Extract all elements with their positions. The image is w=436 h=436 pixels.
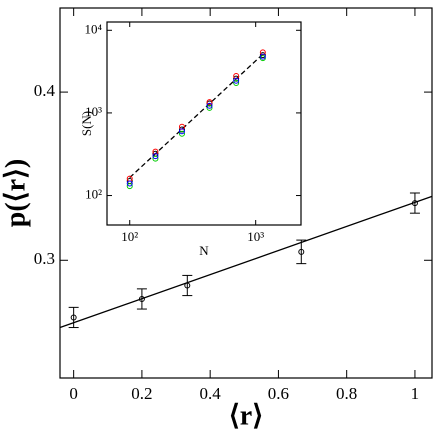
point [178, 130, 185, 137]
fit-line [129, 53, 264, 179]
point [178, 128, 185, 135]
plot-frame [106, 21, 302, 226]
point [298, 248, 305, 255]
point [233, 75, 240, 82]
point [152, 153, 159, 160]
y-axis-label: p(⟨r⟩) [0, 159, 31, 228]
y-tick-label: 10⁴ [84, 21, 102, 36]
error-bar [296, 239, 307, 265]
x-tick-label: 0.8 [336, 384, 357, 403]
point [259, 49, 266, 56]
point [184, 282, 191, 289]
error-bar [182, 274, 193, 297]
x-tick-label: 10³ [247, 229, 264, 244]
point [126, 180, 133, 187]
x-tick-label: 10² [121, 229, 138, 244]
y-tick-label: 0.4 [34, 81, 56, 100]
point [233, 77, 240, 84]
x-tick-label: 0 [69, 384, 78, 403]
inset-background [107, 22, 301, 225]
error-bar [136, 288, 147, 310]
point [259, 53, 266, 60]
point [70, 314, 77, 321]
fit-line [59, 195, 433, 329]
point [126, 183, 133, 190]
point [206, 104, 213, 111]
y-tick-label: 0.3 [34, 249, 55, 268]
x-axis-label: ⟨r⟩ [229, 400, 263, 431]
x-tick-label: 1 [411, 384, 420, 403]
point [233, 80, 240, 87]
error-bar [68, 306, 79, 329]
error-bar [409, 192, 420, 214]
y-tick-label: 10³ [85, 104, 102, 119]
point [152, 148, 159, 155]
point [411, 200, 418, 207]
point [178, 123, 185, 130]
point [206, 102, 213, 109]
point [152, 155, 159, 162]
x-tick-label: 0.6 [268, 384, 289, 403]
point [206, 99, 213, 106]
point [178, 126, 185, 133]
y-tick-label: 10² [85, 187, 102, 202]
x-axis-label: N [199, 243, 209, 258]
plot-frame [59, 7, 433, 379]
x-tick-label: 0.4 [200, 384, 222, 403]
x-tick-label: 0.2 [131, 384, 152, 403]
y-axis-label: S(N) [79, 111, 94, 136]
point [138, 295, 145, 302]
